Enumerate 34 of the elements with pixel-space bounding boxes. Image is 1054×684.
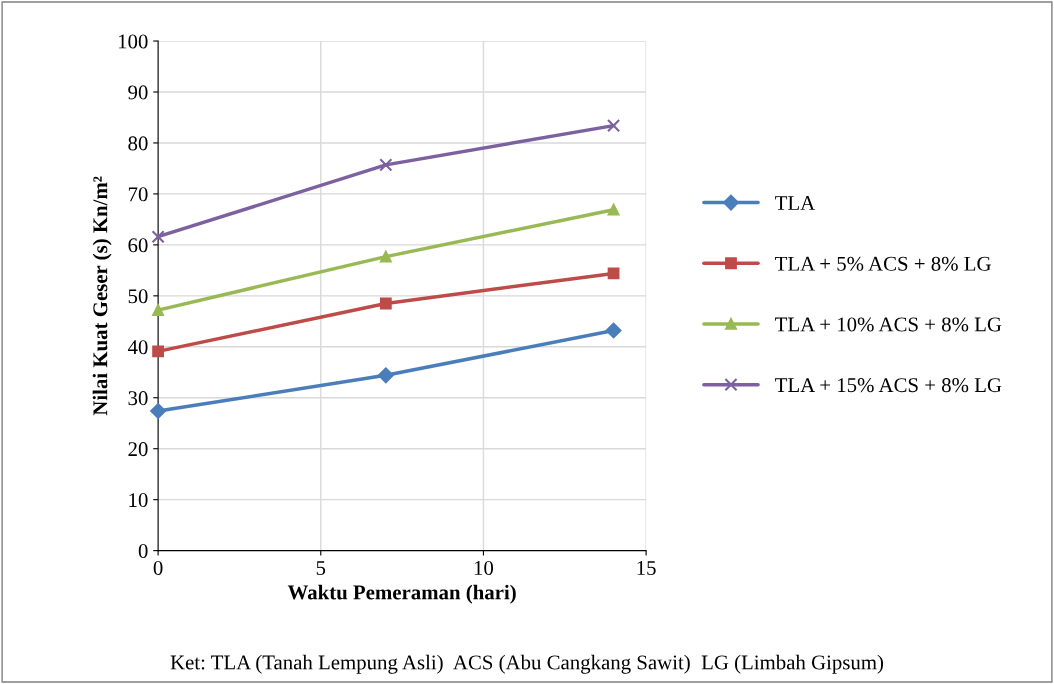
y-tick-label: 0: [138, 543, 148, 559]
y-tick-label: 30: [128, 391, 148, 406]
legend-label: TLA + 5% ACS + 8% LG: [775, 256, 991, 271]
point: [379, 297, 392, 310]
point: [607, 267, 620, 280]
legend-label: TLA + 10% ACS + 8% LG: [775, 317, 1002, 332]
y-axis-title: Nilai Kuat Geser (s) Kn/m²: [92, 176, 112, 416]
point: [152, 304, 164, 316]
point: [379, 250, 392, 263]
x-tick-label: 10: [474, 560, 494, 575]
y-tick-label: 20: [128, 442, 148, 457]
point: [606, 119, 621, 133]
point: [152, 345, 164, 358]
y-tick-label: 100: [118, 34, 148, 49]
point: [150, 403, 167, 419]
point: [151, 230, 165, 244]
y-tick-label: 70: [128, 187, 148, 202]
legend-label: TLA + 15% ACS + 8% LG: [775, 378, 1002, 393]
legend-label: TLA: [775, 196, 816, 210]
x-tick-label: 5: [316, 561, 326, 575]
point: [377, 367, 394, 384]
y-tick-label: 90: [128, 85, 148, 100]
point: [379, 158, 393, 172]
text: Ket: TLA (Tanah Lempung Asli) ACS (Abu Cangkang Sawit) LG (Limbah Gipsum): [170, 654, 884, 674]
point: [605, 322, 622, 339]
y-tick-label: 10: [129, 493, 148, 508]
y-tick-label: 60: [128, 238, 148, 253]
y-tick-label: 80: [128, 136, 148, 151]
x-axis-title: Waktu Pemeraman (hari): [287, 584, 516, 604]
y-tick-label: 40: [127, 340, 148, 355]
x-tick-label: 15: [637, 561, 656, 575]
point: [607, 203, 620, 216]
y-tick-label: 50: [128, 289, 148, 304]
x-tick-label: 0: [153, 560, 163, 575]
